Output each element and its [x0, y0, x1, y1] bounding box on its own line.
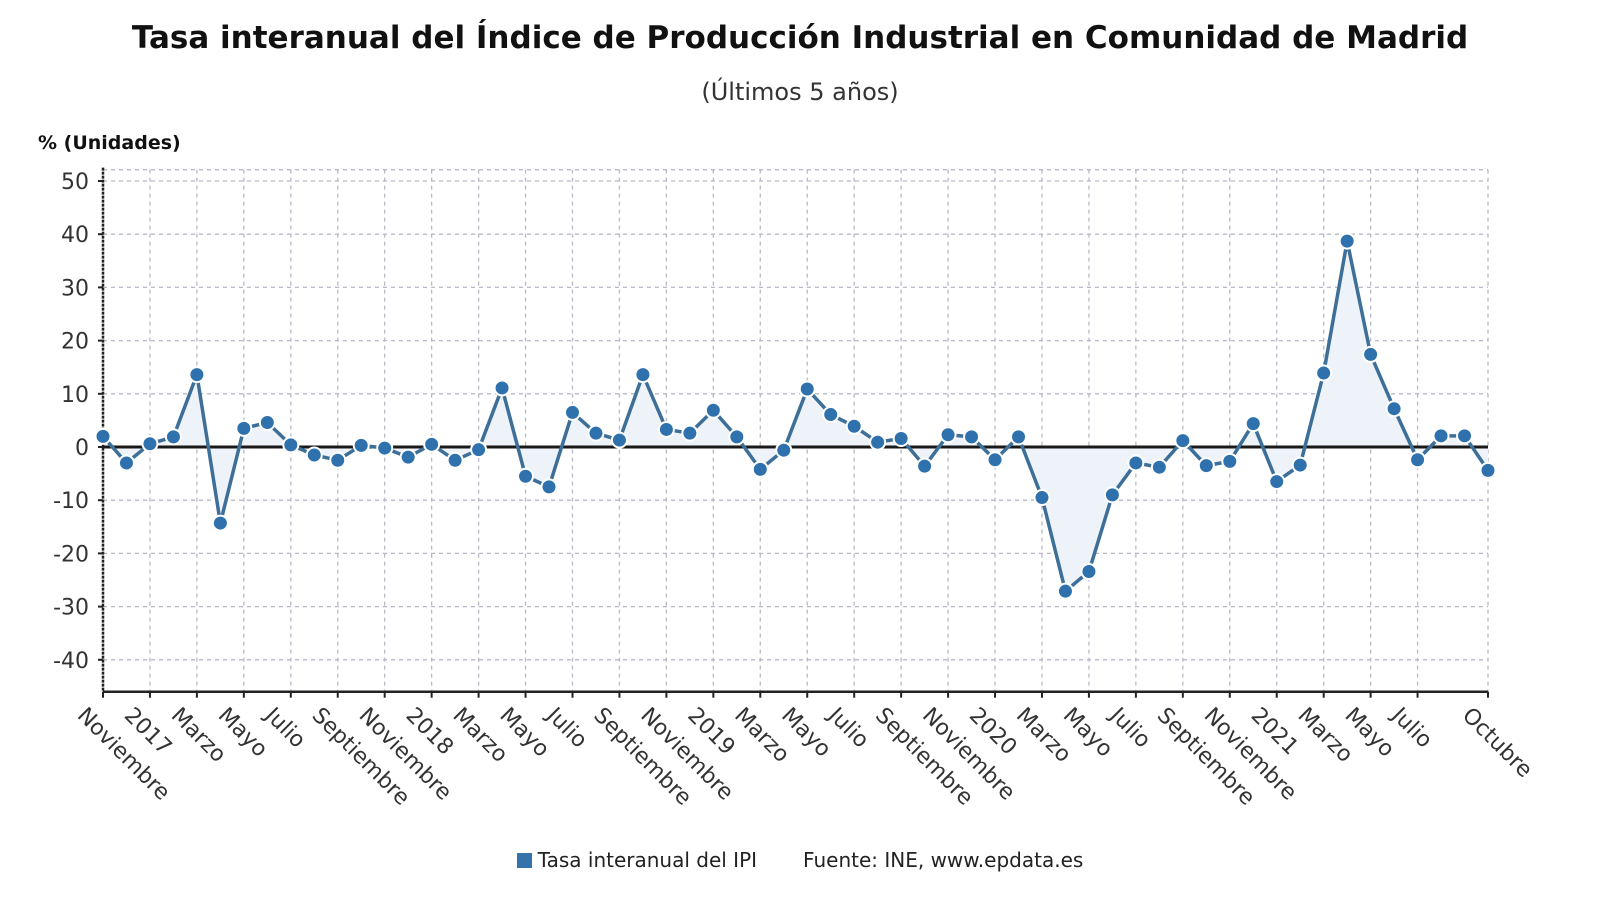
data-point — [446, 451, 464, 469]
data-point — [798, 380, 816, 398]
data-point — [423, 435, 441, 453]
source-note: Fuente: INE, www.epdata.es — [803, 848, 1084, 872]
data-point — [188, 366, 206, 384]
data-point — [1010, 428, 1028, 446]
data-point — [493, 379, 511, 397]
data-point — [94, 427, 112, 445]
data-point — [1103, 486, 1121, 504]
data-point — [1432, 427, 1450, 445]
data-point — [1268, 473, 1286, 491]
data-point — [211, 514, 229, 532]
y-axis-label: % (Unidades) — [38, 132, 181, 154]
line-chart: 50403020100-10-20-30-40Noviembre2017Marz… — [53, 167, 1537, 811]
series-area — [103, 241, 1488, 592]
data-point — [1315, 364, 1333, 382]
chart-title: Tasa interanual del Índice de Producción… — [131, 20, 1469, 56]
y-tick-label: 40 — [61, 223, 89, 248]
data-point — [634, 366, 652, 384]
y-tick-label: -10 — [53, 489, 89, 514]
data-point — [258, 414, 276, 432]
data-point — [939, 426, 957, 444]
data-point — [563, 403, 581, 421]
data-point — [517, 467, 535, 485]
data-point — [892, 429, 910, 447]
data-point — [1080, 562, 1098, 580]
data-point — [1221, 452, 1239, 470]
data-point — [1197, 457, 1215, 475]
data-point — [704, 401, 722, 419]
data-point — [1127, 454, 1145, 472]
series-line — [101, 239, 1490, 593]
data-point — [1362, 345, 1380, 363]
data-point — [1056, 582, 1074, 600]
data-point — [470, 441, 488, 459]
data-point — [141, 435, 159, 453]
y-tick-label: -30 — [53, 596, 89, 621]
y-tick-label: 50 — [61, 170, 89, 195]
data-point — [1479, 461, 1497, 479]
chart-subtitle: (Últimos 5 años) — [701, 78, 899, 106]
legend: Tasa interanual del IPI Fuente: INE, www.… — [0, 848, 1600, 872]
data-point — [657, 420, 675, 438]
data-point — [845, 417, 863, 435]
data-point — [610, 431, 628, 449]
data-point — [235, 419, 253, 437]
data-point — [329, 451, 347, 469]
data-point — [1456, 427, 1474, 445]
data-point — [540, 478, 558, 496]
data-point — [681, 424, 699, 442]
data-point — [587, 424, 605, 442]
data-point — [1291, 456, 1309, 474]
data-point — [869, 433, 887, 451]
data-point — [986, 451, 1004, 469]
y-tick-label: 30 — [61, 276, 89, 301]
data-point — [305, 446, 323, 464]
data-point — [1150, 458, 1168, 476]
data-point — [963, 428, 981, 446]
data-point — [728, 428, 746, 446]
y-tick-label: 0 — [75, 436, 89, 461]
data-point — [775, 441, 793, 459]
y-tick-label: 10 — [61, 383, 89, 408]
data-point — [117, 454, 135, 472]
data-point — [1174, 432, 1192, 450]
data-point — [822, 406, 840, 424]
y-tick-label: -20 — [53, 542, 89, 567]
data-point — [1244, 415, 1262, 433]
data-point — [1409, 451, 1427, 469]
data-point — [751, 460, 769, 478]
y-tick-label: -40 — [53, 649, 89, 674]
data-point — [1385, 400, 1403, 418]
data-point — [352, 436, 370, 454]
data-point — [282, 436, 300, 454]
data-point — [164, 428, 182, 446]
data-point — [399, 448, 417, 466]
legend-series-label: Tasa interanual del IPI — [537, 848, 758, 872]
data-point — [916, 457, 934, 475]
legend-swatch — [516, 853, 532, 868]
data-point — [1338, 232, 1356, 250]
x-tick-label: Octubre — [1457, 703, 1537, 783]
y-tick-label: 20 — [61, 330, 89, 355]
data-point — [376, 439, 394, 457]
data-point — [1033, 489, 1051, 507]
